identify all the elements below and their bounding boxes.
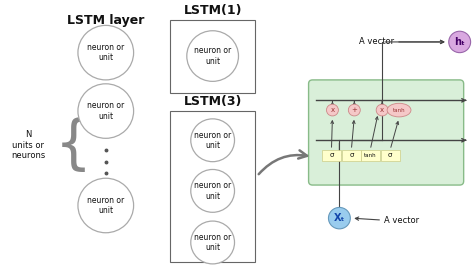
Text: neuron or
unit: neuron or unit [194, 131, 231, 150]
Text: tanh: tanh [393, 108, 405, 113]
Text: A vector: A vector [384, 216, 419, 225]
Text: Xₜ: Xₜ [334, 213, 345, 223]
FancyBboxPatch shape [381, 150, 400, 161]
Text: σ: σ [388, 152, 392, 158]
Circle shape [78, 84, 134, 138]
Text: neuron or
unit: neuron or unit [87, 196, 124, 215]
Text: LSTM(3): LSTM(3) [183, 95, 242, 108]
Text: neuron or
unit: neuron or unit [87, 43, 124, 62]
Text: σ: σ [349, 152, 354, 158]
Text: x: x [380, 107, 384, 113]
Text: A vector: A vector [359, 38, 394, 46]
Text: LSTM(1): LSTM(1) [183, 4, 242, 17]
Text: N
units or
neurons: N units or neurons [11, 130, 46, 160]
Circle shape [348, 104, 360, 116]
FancyBboxPatch shape [361, 150, 380, 161]
Circle shape [191, 119, 235, 162]
FancyBboxPatch shape [170, 20, 255, 92]
Circle shape [328, 208, 350, 229]
Text: hₜ: hₜ [454, 37, 465, 47]
Circle shape [191, 169, 235, 212]
FancyBboxPatch shape [309, 80, 464, 185]
Circle shape [327, 104, 338, 116]
FancyBboxPatch shape [322, 150, 341, 161]
Text: LSTM layer: LSTM layer [67, 14, 145, 27]
Text: tanh: tanh [364, 153, 376, 158]
Text: x: x [330, 107, 335, 113]
Circle shape [78, 178, 134, 233]
Circle shape [449, 31, 471, 53]
Text: neuron or
unit: neuron or unit [194, 233, 231, 252]
Text: neuron or
unit: neuron or unit [194, 46, 231, 66]
FancyBboxPatch shape [342, 150, 361, 161]
Ellipse shape [387, 103, 411, 117]
Text: {: { [55, 117, 91, 174]
Text: +: + [351, 107, 357, 113]
Circle shape [191, 221, 235, 264]
Circle shape [78, 25, 134, 80]
Text: neuron or
unit: neuron or unit [87, 101, 124, 121]
FancyBboxPatch shape [170, 111, 255, 262]
Text: σ: σ [329, 152, 334, 158]
Circle shape [187, 31, 238, 81]
Text: neuron or
unit: neuron or unit [194, 181, 231, 201]
Circle shape [376, 104, 388, 116]
